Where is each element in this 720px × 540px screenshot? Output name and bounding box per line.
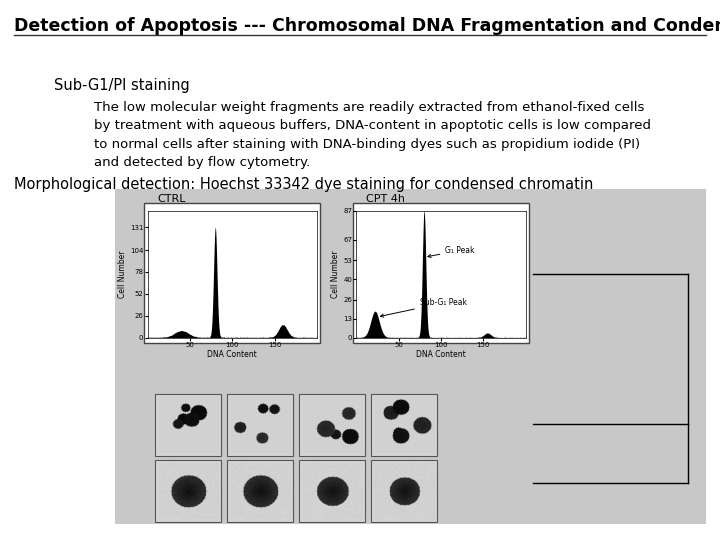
- Text: Detection of Apoptosis --- Chromosomal DNA Fragmentation and Condensation: Detection of Apoptosis --- Chromosomal D…: [14, 17, 720, 35]
- Y-axis label: Cell Number: Cell Number: [331, 251, 341, 298]
- FancyBboxPatch shape: [144, 202, 320, 343]
- FancyBboxPatch shape: [227, 460, 293, 522]
- FancyBboxPatch shape: [227, 394, 293, 456]
- FancyBboxPatch shape: [353, 202, 529, 343]
- Text: Sub-G1/PI staining: Sub-G1/PI staining: [54, 78, 190, 93]
- FancyBboxPatch shape: [299, 394, 365, 456]
- X-axis label: DNA Content: DNA Content: [207, 350, 257, 360]
- Text: and detected by flow cytometry.: and detected by flow cytometry.: [94, 156, 310, 169]
- Text: CTRL: CTRL: [157, 194, 186, 204]
- FancyBboxPatch shape: [155, 394, 221, 456]
- Y-axis label: Cell Number: Cell Number: [118, 251, 127, 298]
- FancyBboxPatch shape: [371, 394, 437, 456]
- FancyBboxPatch shape: [155, 460, 221, 522]
- FancyBboxPatch shape: [115, 189, 706, 524]
- X-axis label: DNA Content: DNA Content: [416, 350, 466, 360]
- Text: to normal cells after staining with DNA-binding dyes such as propidium iodide (P: to normal cells after staining with DNA-…: [94, 138, 640, 151]
- FancyBboxPatch shape: [299, 460, 365, 522]
- Text: Sub-G₁ Peak: Sub-G₁ Peak: [380, 299, 467, 317]
- Text: CPT 4h: CPT 4h: [366, 194, 405, 204]
- Text: Morphological detection: Hoechst 33342 dye staining for condensed chromatin: Morphological detection: Hoechst 33342 d…: [14, 177, 594, 192]
- FancyBboxPatch shape: [371, 460, 437, 522]
- Text: G₁ Peak: G₁ Peak: [428, 246, 474, 258]
- Text: The low molecular weight fragments are readily extracted from ethanol-fixed cell: The low molecular weight fragments are r…: [94, 101, 644, 114]
- Text: by treatment with aqueous buffers, DNA-content in apoptotic cells is low compare: by treatment with aqueous buffers, DNA-c…: [94, 119, 651, 132]
